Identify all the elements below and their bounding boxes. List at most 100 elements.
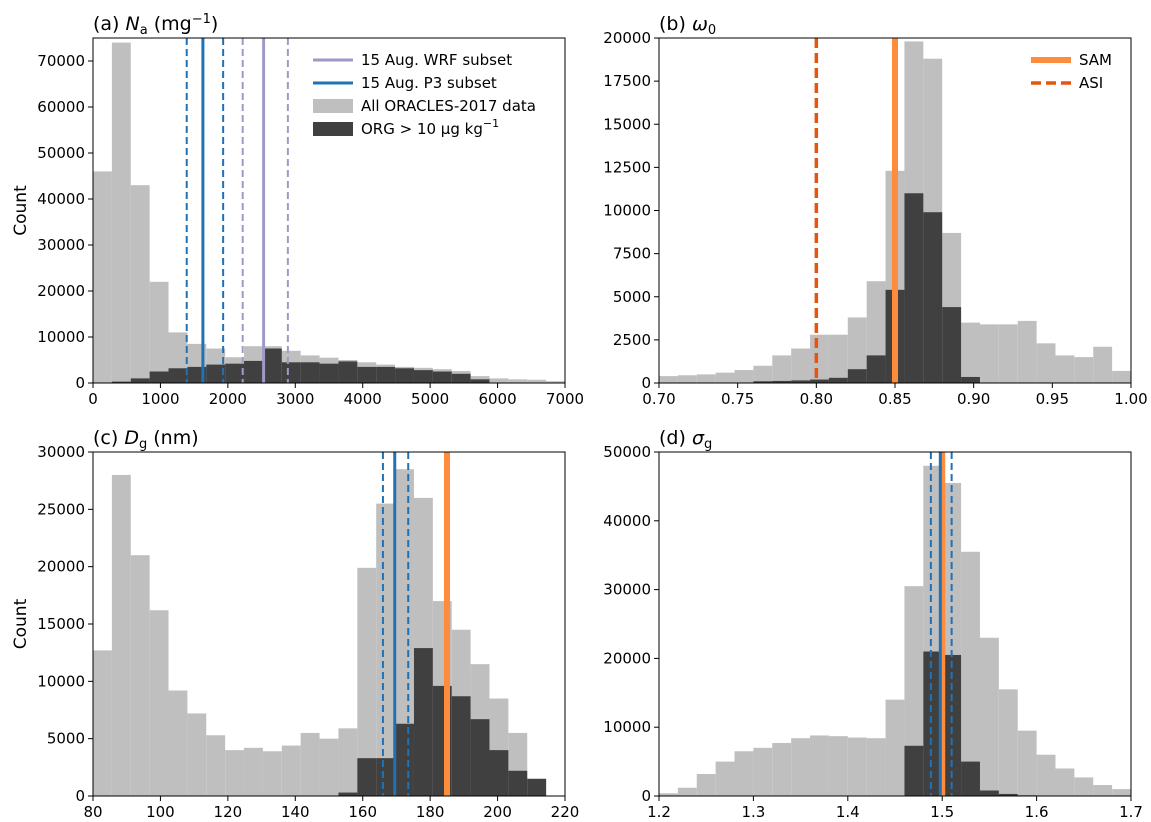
bar [93, 171, 112, 383]
bar [111, 381, 131, 383]
bar [659, 793, 678, 796]
legend-label: ORG > 10 μg kg−1 [361, 117, 499, 138]
bar [1055, 355, 1075, 383]
bar [206, 735, 226, 796]
x-tick-label: 0.70 [642, 390, 675, 408]
title-subscript: 0 [708, 23, 716, 38]
bar [1017, 320, 1037, 383]
bar [508, 379, 528, 383]
bar [1036, 343, 1056, 383]
bar [734, 370, 754, 383]
series-org-bars [904, 651, 1037, 796]
bar [357, 567, 377, 796]
bar [942, 654, 962, 796]
y-tick-label: 20000 [603, 29, 651, 47]
y-tick-label: 10000 [37, 328, 85, 346]
bar [1112, 370, 1131, 383]
bar [413, 648, 433, 796]
bar [979, 790, 999, 796]
y-tick-label: 50000 [603, 443, 651, 461]
y-tick-label: 50000 [37, 144, 85, 162]
x-tick-label: 7000 [546, 390, 584, 408]
bar [979, 637, 999, 796]
bar [489, 750, 509, 796]
bar [1017, 730, 1037, 796]
panel-title: (b) ω0 [659, 13, 716, 38]
bar [847, 737, 867, 796]
bar [357, 758, 377, 796]
panel-title: (d) σg [659, 427, 712, 452]
bar [1074, 357, 1094, 383]
bar [847, 317, 867, 383]
bar [998, 324, 1018, 383]
x-tick-label: 200 [483, 803, 512, 821]
y-tick-label: 10000 [603, 718, 651, 736]
bar [904, 745, 924, 796]
y-tick-label: 30000 [37, 236, 85, 254]
title-superscript: −1 [192, 12, 211, 27]
y-tick-label: 0 [641, 787, 651, 805]
bar [149, 610, 169, 796]
bar [772, 743, 792, 796]
bar [828, 377, 848, 383]
bar [527, 379, 547, 383]
x-tick-label: 1.00 [1114, 390, 1147, 408]
panel-title: (a) Na (mg−1) [93, 12, 218, 38]
bar [998, 689, 1018, 796]
series-org-bars [753, 193, 980, 383]
bar [791, 348, 811, 383]
x-tick-label: 2000 [209, 390, 247, 408]
bar [828, 736, 848, 796]
legend-label: ASI [1079, 74, 1103, 92]
bar [715, 761, 735, 796]
bar [904, 586, 924, 796]
bar [281, 745, 301, 796]
bar [942, 307, 962, 383]
bar [376, 366, 396, 383]
bar [111, 42, 131, 383]
legend-swatch [313, 99, 353, 113]
x-tick-label: 160 [348, 803, 377, 821]
bar [149, 281, 169, 383]
y-tick-label: 40000 [37, 190, 85, 208]
y-axis-label: Count [11, 185, 31, 236]
x-tick-label: 1.5 [930, 803, 954, 821]
y-tick-label: 2500 [613, 331, 651, 349]
bar [772, 380, 792, 383]
bar [904, 193, 924, 383]
bar [753, 381, 773, 383]
y-axis-label: Count [11, 598, 31, 649]
bar [527, 778, 547, 796]
x-tick-label: 1000 [141, 390, 179, 408]
bar [979, 324, 999, 383]
title-subscript: g [704, 437, 712, 452]
legend-swatch [313, 122, 353, 136]
bar [677, 787, 697, 796]
bar [866, 738, 886, 796]
bar [93, 650, 112, 796]
y-tick-label: 10000 [603, 202, 651, 220]
legend-label: 15 Aug. P3 subset [361, 74, 497, 92]
x-tick-label: 0.95 [1036, 390, 1069, 408]
y-tick-label: 17500 [603, 72, 651, 90]
title-subscript: a [140, 23, 148, 38]
title-prefix: (c) [93, 427, 124, 449]
bar [206, 364, 226, 383]
x-tick-label: 1.4 [836, 803, 860, 821]
bar [130, 185, 150, 383]
bar [753, 747, 773, 796]
bar [300, 732, 320, 796]
bar [772, 355, 792, 383]
bar [357, 366, 377, 383]
bar [168, 690, 188, 796]
bar [847, 369, 867, 383]
bar [715, 372, 735, 383]
bar [225, 750, 245, 796]
x-tick-label: 1.3 [741, 803, 765, 821]
bar [470, 719, 490, 796]
bar [866, 355, 886, 383]
y-tick-label: 12500 [603, 158, 651, 176]
bar [376, 758, 396, 796]
bar [1093, 784, 1113, 796]
